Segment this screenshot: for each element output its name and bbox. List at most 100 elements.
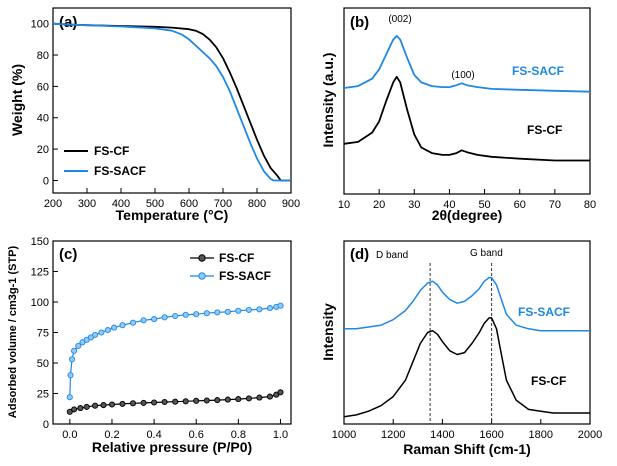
panel-c-xlabel: Relative pressure (P/P0) (92, 439, 252, 455)
panel-a-series-group (52, 22, 291, 182)
panel-d-xtick-label-2: 1400 (430, 429, 454, 441)
legend-label-c-fs-cf: FS-CF (219, 251, 254, 265)
panel-c-point-fs-sacf-20 (203, 310, 210, 317)
panel-a-ytick-label-0: 0 (43, 175, 49, 187)
annotation-g-band: G band (470, 248, 503, 259)
panel-c-ytick-label-3: 75 (37, 328, 49, 340)
panel-a-label: (a) (59, 14, 77, 31)
panel-c-ytick-label-1: 25 (37, 389, 49, 401)
panel-c-point-fs-cf-5 (100, 402, 107, 409)
panel-d-xtick-label-3: 1600 (479, 429, 503, 441)
panel-d-xlabel: Raman Shift (cm-1) (403, 441, 531, 457)
panel-c-point-fs-sacf-21 (214, 309, 221, 316)
panel-c-point-fs-sacf-14 (140, 317, 147, 324)
panel-c-point-fs-cf-7 (119, 400, 126, 407)
panel-c-line-fs-sacf (69, 305, 281, 398)
panel-c-point-fs-sacf-1 (67, 372, 74, 379)
panel-a-ytick-label-2: 40 (37, 113, 49, 125)
annotation-100: (100) (451, 70, 474, 81)
panel-a-ytick-label-5: 100 (31, 19, 49, 31)
panel-a-xtick-label-1: 300 (78, 198, 96, 210)
panel-b-xtick-label-5: 60 (514, 199, 526, 211)
panel-c-point-fs-cf-16 (214, 397, 221, 404)
panel-c-point-fs-cf-4 (92, 402, 99, 409)
panel-c-ytick-label-4: 100 (31, 297, 49, 309)
panel-b-label-fs-sacf: FS-SACF (512, 64, 564, 78)
panel-c-point-fs-sacf-3 (71, 347, 78, 354)
panel-c-ytick-label-2: 50 (37, 358, 49, 370)
panel-c-point-fs-sacf-11 (111, 324, 118, 331)
panel-d-label-fs-cf: FS-CF (531, 374, 566, 388)
panel-d-series-fs-cf (343, 317, 590, 418)
panel-b-series-group (343, 35, 591, 162)
panel-a-series-fs-sacf (52, 22, 291, 182)
panel-c-point-fs-cf-9 (140, 399, 147, 406)
panel-c-point-fs-cf-8 (129, 400, 137, 407)
panel-b-xtick-label-1: 20 (373, 199, 385, 211)
annotation-002: (002) (388, 14, 411, 25)
panel-c-point-fs-cf-2 (77, 405, 84, 412)
panel-c-point-fs-cf-10 (151, 399, 158, 406)
panel-c-point-fs-cf-6 (108, 401, 116, 408)
panel-c-point-fs-sacf-15 (151, 316, 158, 323)
panel-b: (b) 10 20 30 40 50 60 70 80 (002) (100) FS-SACF… (320, 7, 596, 223)
panel-c-point-fs-cf-17 (224, 396, 231, 403)
panel-c-point-fs-sacf-17 (172, 312, 179, 320)
panel-c-xtick-label-3: 0.6 (189, 429, 204, 441)
panel-c-series-group (66, 302, 284, 415)
panel-a-xtick-label-2: 400 (112, 198, 130, 210)
panel-b-label-fs-cf: FS-CF (527, 123, 562, 137)
panel-a-ytick-label-1: 20 (37, 144, 49, 156)
panel-c-point-fs-sacf-16 (161, 314, 168, 321)
panel-c-ytick-label-6: 150 (31, 236, 49, 248)
panel-c-point-fs-sacf-19 (193, 311, 200, 318)
panel-b-ylabel: Intensity (a.u.) (320, 53, 336, 148)
panel-c-point-fs-sacf-23 (235, 307, 242, 314)
panel-c-xtick-label-0: 0.0 (62, 429, 77, 441)
panel-d: (d) 1000 1200 1400 1600 1800 2000 D band G ba… (320, 240, 602, 457)
panel-c-point-fs-sacf-10 (104, 327, 111, 334)
panel-c-point-fs-cf-3 (83, 403, 90, 410)
panel-c-xtick-label-5: 1.0 (273, 429, 288, 441)
panel-c-point-fs-sacf-25 (256, 306, 263, 313)
panel-c-xtick-label-2: 0.4 (146, 429, 161, 441)
panel-a-xtick-label-7: 900 (282, 198, 300, 210)
annotation-d-band: D band (376, 250, 408, 261)
panel-d-xtick-label-5: 2000 (578, 429, 602, 441)
panel-a-xtick-label-6: 800 (248, 198, 266, 210)
panel-d-xtick-label-0: 1000 (332, 429, 356, 441)
panel-b-xlabel: 2θ(degree) (432, 207, 503, 223)
panel-a-series-fs-cf (52, 22, 291, 182)
panel-c: (c) 0.0 0.2 0.4 0.6 0.8 1.0 0 25 50 75 100 125 150 F… (7, 236, 292, 455)
panel-c-point-fs-cf-23 (277, 389, 284, 396)
panel-c-point-fs-sacf-26 (266, 305, 273, 312)
panel-b-xtick-label-0: 10 (338, 199, 350, 211)
panel-c-point-fs-cf-14 (193, 397, 200, 404)
panel-c-point-fs-cf-1 (71, 406, 78, 413)
panel-a-xtick-label-3: 500 (146, 198, 164, 210)
legend-marker-c-fs-cf (198, 254, 206, 262)
panel-a-ytick-label-3: 60 (37, 81, 49, 93)
panel-c-label: (c) (59, 246, 77, 263)
panel-c-point-fs-cf-20 (256, 394, 263, 401)
panel-c-ytick-label-0: 0 (43, 419, 49, 431)
panel-c-point-fs-cf-13 (182, 398, 189, 405)
panel-d-label-fs-sacf: FS-SACF (518, 305, 570, 319)
panel-c-point-fs-sacf-9 (98, 329, 105, 336)
panel-d-label: (d) (350, 246, 369, 263)
panel-d-reference-lines (429, 263, 493, 424)
panel-c-point-fs-sacf-0 (66, 394, 73, 401)
panel-d-frame (343, 240, 591, 425)
panel-c-point-fs-cf-19 (245, 395, 252, 402)
panel-a-xlabel: Temperature (°C) (116, 207, 229, 223)
panel-c-point-fs-sacf-18 (182, 311, 189, 318)
panel-c-point-fs-sacf-28 (277, 302, 284, 309)
panel-b-xtick-label-7: 80 (584, 199, 596, 211)
panel-b-xtick-label-3: 40 (443, 199, 455, 211)
panel-a-ylabel: Weight (%) (9, 64, 25, 136)
panel-a-xtick-label-4: 600 (180, 198, 198, 210)
panel-b-xtick-label-2: 30 (408, 199, 420, 211)
panel-a-ytick-label-4: 80 (37, 50, 49, 62)
panel-d-ylabel: Intensity (320, 303, 336, 361)
